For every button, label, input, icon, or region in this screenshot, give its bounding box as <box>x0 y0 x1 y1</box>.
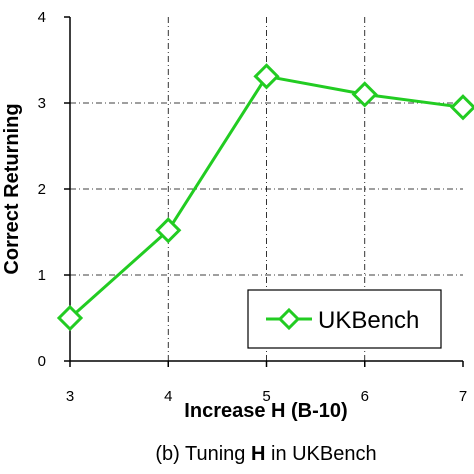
caption-suffix: in UKBench <box>265 443 376 465</box>
data-point-x7 <box>449 94 474 121</box>
x-tick-label-3: 3 <box>66 388 74 405</box>
x-axis-title: Increase H (B-10) <box>184 400 347 422</box>
y-tick-label-4: 4 <box>38 9 46 26</box>
figure-caption: (b) Tuning H in UKBench <box>155 443 376 465</box>
series-group <box>56 63 474 332</box>
x-tick-label-7: 7 <box>459 388 467 405</box>
y-tick-labels: 0 1 2 3 4 <box>38 9 46 370</box>
y-tick-label-3: 3 <box>38 95 46 112</box>
data-point-x3 <box>56 304 84 332</box>
legend-label: UKBench <box>318 307 419 334</box>
legend-diamond-marker <box>277 307 301 331</box>
y-axis-title: Correct Returning <box>1 103 23 274</box>
x-tick-labels: 3 4 5 6 7 <box>66 388 467 405</box>
x-tick-label-5: 5 <box>262 388 270 405</box>
x-tick-label-6: 6 <box>361 388 369 405</box>
caption-prefix: (b) Tuning <box>155 443 251 465</box>
data-point-x6 <box>351 81 378 108</box>
y-tick-label-1: 1 <box>38 267 46 284</box>
x-tick-label-4: 4 <box>164 388 172 405</box>
data-point-x5 <box>253 63 280 90</box>
data-point-x4 <box>155 217 182 244</box>
axes <box>64 16 464 367</box>
legend: UKBench <box>247 289 442 349</box>
y-tick-label-2: 2 <box>38 181 46 198</box>
caption-bold: H <box>251 443 265 465</box>
y-tick-label-0: 0 <box>38 353 46 370</box>
